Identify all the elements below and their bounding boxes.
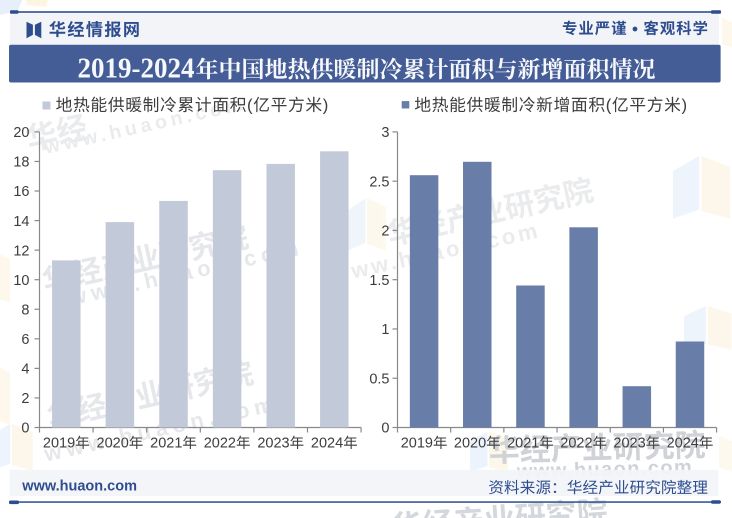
svg-text:2: 2: [381, 224, 389, 240]
svg-text:(: (: [606, 95, 612, 114]
svg-text:2019: 2019: [43, 436, 75, 452]
svg-text:12: 12: [13, 243, 29, 259]
svg-text:2021: 2021: [507, 436, 539, 452]
svg-text:4: 4: [21, 362, 29, 378]
svg-text:2024: 2024: [667, 436, 699, 452]
svg-text:3: 3: [381, 125, 389, 141]
svg-text:16: 16: [13, 184, 29, 200]
svg-text:2.5: 2.5: [369, 174, 389, 190]
svg-text:2022: 2022: [560, 436, 592, 452]
svg-text:8: 8: [21, 302, 29, 318]
svg-text:): ): [323, 95, 329, 114]
svg-text:0.5: 0.5: [369, 371, 389, 387]
svg-text:2019-2024: 2019-2024: [78, 53, 195, 85]
svg-text:6: 6: [21, 332, 29, 348]
svg-text:2020: 2020: [454, 436, 486, 452]
svg-text:0: 0: [21, 421, 29, 437]
svg-text:2023: 2023: [257, 436, 289, 452]
svg-text:2021: 2021: [150, 436, 182, 452]
svg-text:2023: 2023: [613, 436, 645, 452]
svg-text:): ): [681, 95, 687, 114]
svg-text:(: (: [247, 95, 253, 114]
svg-text:2019: 2019: [401, 436, 433, 452]
svg-text:1: 1: [381, 322, 389, 338]
svg-text:1.5: 1.5: [369, 273, 389, 289]
svg-text:www.huaon.com: www.huaon.com: [21, 479, 137, 495]
svg-text:2: 2: [21, 391, 29, 407]
svg-text:2024: 2024: [311, 436, 343, 452]
svg-text:0: 0: [381, 421, 389, 437]
svg-text:10: 10: [13, 273, 29, 289]
svg-text:2022: 2022: [204, 436, 236, 452]
svg-text:18: 18: [13, 155, 29, 171]
svg-text:14: 14: [13, 214, 29, 230]
svg-text:2020: 2020: [97, 436, 129, 452]
svg-text:20: 20: [13, 125, 29, 141]
